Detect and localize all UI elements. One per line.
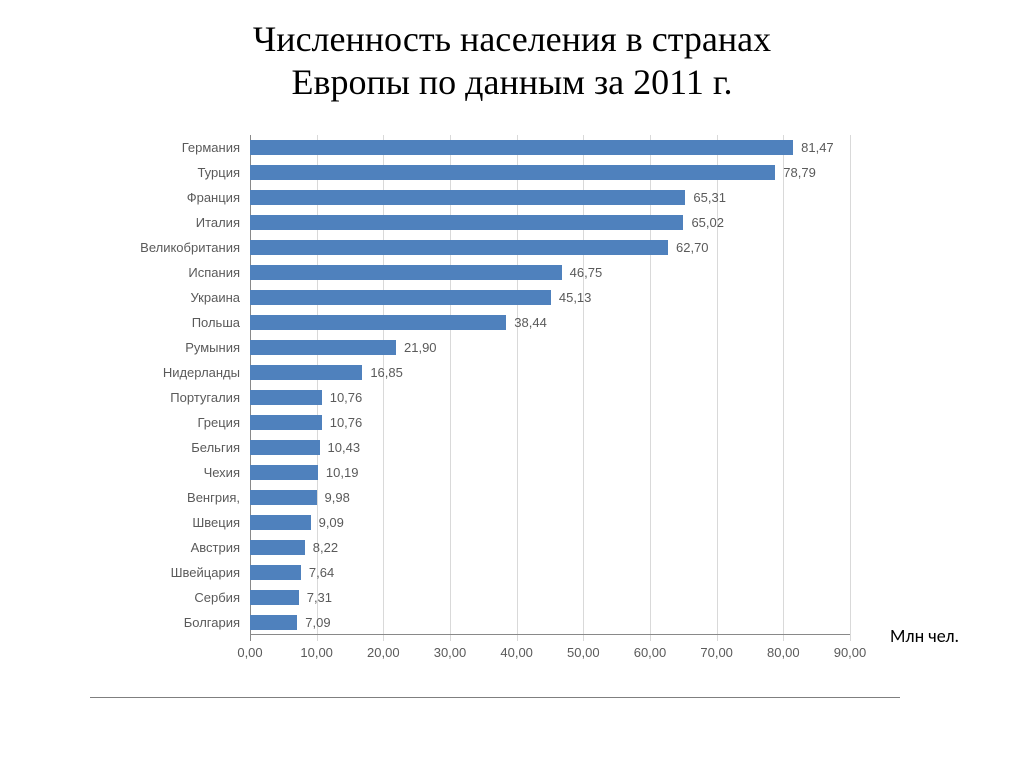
bar bbox=[250, 165, 775, 180]
bar-row: Польша38,44 bbox=[250, 310, 850, 335]
bar bbox=[250, 415, 322, 430]
bar-row: Чехия10,19 bbox=[250, 460, 850, 485]
value-label: 9,98 bbox=[325, 485, 350, 510]
bar-row: Швеция9,09 bbox=[250, 510, 850, 535]
bar-row: Франция65,31 bbox=[250, 185, 850, 210]
value-label: 38,44 bbox=[514, 310, 547, 335]
category-label: Швеция bbox=[75, 510, 240, 535]
bar bbox=[250, 315, 506, 330]
bar-row: Португалия10,76 bbox=[250, 385, 850, 410]
value-label: 78,79 bbox=[783, 160, 816, 185]
category-label: Румыния bbox=[75, 335, 240, 360]
grid-line bbox=[850, 135, 851, 641]
bar-row: Нидерланды16,85 bbox=[250, 360, 850, 385]
value-label: 7,31 bbox=[307, 585, 332, 610]
bar-row: Болгария7,09 bbox=[250, 610, 850, 635]
slide-title: Численность населения в странах Европы п… bbox=[0, 0, 1024, 114]
value-label: 10,43 bbox=[328, 435, 361, 460]
bar bbox=[250, 215, 683, 230]
bar bbox=[250, 390, 322, 405]
value-label: 46,75 bbox=[570, 260, 603, 285]
category-label: Великобритания bbox=[75, 235, 240, 260]
x-tick-label: 90,00 bbox=[834, 645, 867, 660]
value-label: 10,19 bbox=[326, 460, 359, 485]
x-tick-label: 60,00 bbox=[634, 645, 667, 660]
category-label: Греция bbox=[75, 410, 240, 435]
value-label: 7,64 bbox=[309, 560, 334, 585]
bar-row: Италия65,02 bbox=[250, 210, 850, 235]
x-tick-label: 50,00 bbox=[567, 645, 600, 660]
category-label: Болгария bbox=[75, 610, 240, 635]
category-label: Сербия bbox=[75, 585, 240, 610]
slide: Численность населения в странах Европы п… bbox=[0, 0, 1024, 767]
category-label: Чехия bbox=[75, 460, 240, 485]
value-label: 65,31 bbox=[693, 185, 726, 210]
x-tick-label: 40,00 bbox=[500, 645, 533, 660]
value-label: 8,22 bbox=[313, 535, 338, 560]
x-tick-label: 30,00 bbox=[434, 645, 467, 660]
bar-row: Турция78,79 bbox=[250, 160, 850, 185]
category-label: Франция bbox=[75, 185, 240, 210]
x-tick-label: 0,00 bbox=[237, 645, 262, 660]
plot-area: 0,0010,0020,0030,0040,0050,0060,0070,008… bbox=[250, 135, 850, 635]
value-label: 10,76 bbox=[330, 385, 363, 410]
category-label: Нидерланды bbox=[75, 360, 240, 385]
x-tick-label: 20,00 bbox=[367, 645, 400, 660]
bar bbox=[250, 365, 362, 380]
category-label: Турция bbox=[75, 160, 240, 185]
bar bbox=[250, 515, 311, 530]
bar bbox=[250, 615, 297, 630]
bar-row: Швейцария7,64 bbox=[250, 560, 850, 585]
bar-row: Великобритания62,70 bbox=[250, 235, 850, 260]
category-label: Италия bbox=[75, 210, 240, 235]
bar bbox=[250, 490, 317, 505]
value-label: 16,85 bbox=[370, 360, 403, 385]
bar-row: Германия81,47 bbox=[250, 135, 850, 160]
bar bbox=[250, 240, 668, 255]
x-tick-label: 80,00 bbox=[767, 645, 800, 660]
bar-row: Греция10,76 bbox=[250, 410, 850, 435]
bar-row: Бельгия10,43 bbox=[250, 435, 850, 460]
value-label: 21,90 bbox=[404, 335, 437, 360]
category-label: Венгрия, bbox=[75, 485, 240, 510]
x-tick-label: 70,00 bbox=[700, 645, 733, 660]
bar-row: Испания46,75 bbox=[250, 260, 850, 285]
bar-row: Австрия8,22 bbox=[250, 535, 850, 560]
bar bbox=[250, 290, 551, 305]
value-label: 65,02 bbox=[691, 210, 724, 235]
value-label: 62,70 bbox=[676, 235, 709, 260]
category-label: Польша bbox=[75, 310, 240, 335]
bar-row: Украина45,13 bbox=[250, 285, 850, 310]
bar bbox=[250, 265, 562, 280]
population-chart: 0,00 10,00 20,00 30,00 40,00 50,00 60,00 70,00 8… bbox=[80, 125, 880, 695]
bar bbox=[250, 140, 793, 155]
x-tick-label: 10,00 bbox=[300, 645, 333, 660]
category-label: Украина bbox=[75, 285, 240, 310]
value-label: 9,09 bbox=[319, 510, 344, 535]
bar bbox=[250, 590, 299, 605]
value-label: 45,13 bbox=[559, 285, 592, 310]
bar-row: Румыния21,90 bbox=[250, 335, 850, 360]
bottom-rule bbox=[90, 697, 900, 698]
unit-footnote: Млн чел. bbox=[890, 625, 959, 647]
category-label: Испания bbox=[75, 260, 240, 285]
value-label: 81,47 bbox=[801, 135, 834, 160]
bar bbox=[250, 340, 396, 355]
bar bbox=[250, 465, 318, 480]
title-line-1: Численность населения в странах bbox=[253, 19, 771, 59]
title-line-2: Европы по данным за 2011 г. bbox=[291, 62, 732, 102]
category-label: Австрия bbox=[75, 535, 240, 560]
category-label: Бельгия bbox=[75, 435, 240, 460]
bar bbox=[250, 190, 685, 205]
category-label: Португалия bbox=[75, 385, 240, 410]
bar bbox=[250, 440, 320, 455]
value-label: 10,76 bbox=[330, 410, 363, 435]
bar-row: Сербия7,31 bbox=[250, 585, 850, 610]
bar-row: Венгрия,9,98 bbox=[250, 485, 850, 510]
bar bbox=[250, 540, 305, 555]
bar bbox=[250, 565, 301, 580]
value-label: 7,09 bbox=[305, 610, 330, 635]
category-label: Германия bbox=[75, 135, 240, 160]
category-label: Швейцария bbox=[75, 560, 240, 585]
